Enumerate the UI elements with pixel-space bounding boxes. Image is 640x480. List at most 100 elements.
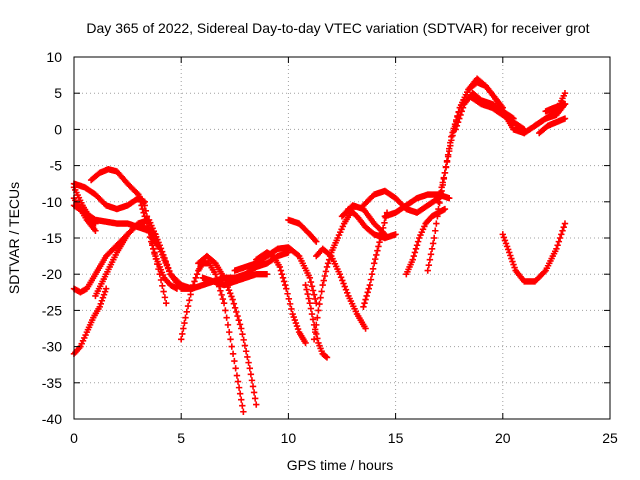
data-point: [312, 328, 319, 336]
data-point: [286, 300, 294, 308]
data-point: [238, 325, 245, 332]
data-point: [136, 194, 143, 202]
data-point: [428, 245, 436, 253]
data-point: [392, 231, 399, 238]
y-tick-label: -30: [42, 339, 62, 355]
data-point: [541, 268, 548, 275]
data-point: [285, 295, 293, 303]
data-point: [231, 357, 238, 365]
data-point: [304, 290, 311, 298]
data-point: [220, 299, 228, 307]
data-point: [504, 246, 512, 253]
data-point: [374, 247, 381, 254]
data-point: [179, 330, 186, 338]
data-point: [233, 308, 240, 316]
data-point: [319, 281, 326, 289]
data-point: [178, 336, 185, 343]
data-point: [92, 227, 99, 234]
data-point: [321, 272, 329, 280]
data-point: [283, 285, 290, 292]
data-point: [236, 390, 244, 397]
x-tick-labels: 0 5 10 15 20 25: [70, 430, 618, 446]
data-point: [457, 111, 464, 119]
data-point: [322, 353, 330, 360]
series-arc-18: [313, 245, 369, 332]
data-point: [147, 238, 155, 245]
data-point: [141, 213, 148, 220]
data-point: [414, 238, 422, 245]
data-point: [369, 265, 377, 272]
data-point: [302, 281, 309, 289]
data-point: [217, 287, 224, 294]
data-point: [140, 209, 147, 216]
x-tick-label: 15: [388, 430, 404, 446]
data-point: [145, 229, 153, 236]
data-point: [234, 312, 241, 320]
data-point: [142, 216, 150, 224]
data-point: [454, 118, 462, 126]
data-point: [444, 153, 452, 160]
series-arc-33: [542, 100, 569, 115]
data-point: [305, 295, 312, 302]
data-point: [278, 271, 286, 278]
data-point: [159, 282, 166, 289]
x-tick-label: 0: [70, 430, 78, 446]
data-point: [191, 278, 198, 285]
data-point: [459, 104, 467, 111]
data-point: [236, 321, 244, 328]
data-point: [326, 251, 334, 259]
data-point: [324, 260, 332, 267]
data-point: [310, 336, 318, 343]
data-point: [246, 365, 254, 372]
data-point: [241, 342, 249, 349]
data-point: [248, 377, 256, 384]
data-point: [224, 321, 232, 329]
data-point: [412, 245, 420, 253]
series-arc-20: [345, 205, 399, 242]
data-point: [146, 233, 154, 241]
data-point: [232, 365, 239, 372]
data-point: [181, 319, 188, 327]
data-point: [231, 304, 239, 312]
data-point: [363, 292, 370, 300]
data-point: [561, 220, 569, 227]
data-point: [99, 294, 107, 301]
data-point: [186, 297, 193, 304]
data-point: [558, 231, 565, 238]
data-point: [372, 255, 379, 263]
series-arc-11: [195, 252, 260, 408]
data-point: [229, 296, 236, 303]
data-point: [344, 289, 351, 297]
series-arc-13: [231, 244, 320, 307]
data-point: [508, 255, 515, 262]
data-point: [212, 271, 219, 278]
series-arc-22: [360, 187, 442, 216]
data-point: [161, 294, 169, 301]
data-point: [180, 325, 187, 332]
data-point: [373, 251, 380, 259]
data-point: [192, 274, 199, 282]
series-arc-29: [499, 220, 569, 285]
data-point: [173, 285, 181, 292]
data-point: [193, 271, 201, 278]
data-point: [561, 90, 569, 97]
y-tick-label: -40: [42, 411, 62, 427]
x-tick-label: 20: [495, 430, 511, 446]
data-point: [313, 321, 320, 329]
data-point: [302, 339, 309, 347]
data-point: [434, 213, 441, 220]
data-point: [366, 281, 374, 289]
data-point: [323, 354, 331, 361]
data-point: [443, 158, 451, 166]
data-point: [279, 274, 287, 282]
series-arc-14: [253, 249, 309, 347]
y-tick-label: -25: [42, 302, 62, 318]
data-point: [240, 408, 247, 415]
data-point: [239, 330, 246, 338]
data-point: [220, 274, 228, 282]
y-tick-label: -5: [50, 158, 63, 174]
data-point: [340, 280, 347, 287]
data-point: [276, 263, 284, 271]
data-point: [310, 291, 318, 298]
